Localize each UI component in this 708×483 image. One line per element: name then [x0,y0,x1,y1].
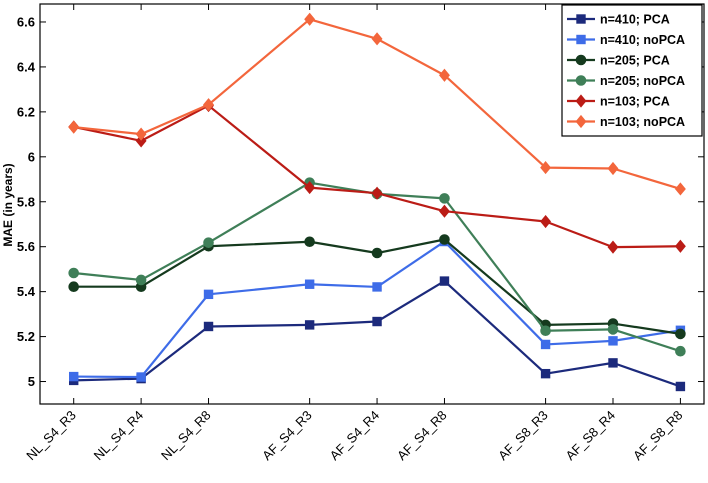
legend-marker [575,114,587,129]
data-point [608,358,618,368]
series-n-410-pca [69,276,686,392]
data-point [540,368,551,379]
data-point [68,267,80,279]
y-axis-title: MAE (in years) [1,163,15,246]
data-point [439,276,450,286]
data-point [439,68,450,82]
data-point [68,281,80,292]
x-tick-label: NL_S4_R3 [23,408,79,464]
data-point [69,371,79,382]
x-tick-label: AF_S4_R3 [259,408,315,464]
x-tick-label: AF_S4_R8 [394,408,450,464]
y-tick-label: 6.6 [17,14,35,29]
legend-item: n=205; noPCA [567,74,685,88]
legend-item: n=410; PCA [567,13,670,27]
legend-box [561,4,703,137]
legend-item: n=410; noPCA [567,33,685,47]
data-point [203,321,214,332]
data-point [674,182,686,196]
x-tick-label: AF_S4_R4 [327,408,383,464]
data-point [135,274,147,286]
legend-label: n=103; noPCA [600,115,685,129]
data-point [304,279,315,289]
data-point [607,240,619,254]
data-point [135,127,147,141]
data-point [304,181,316,195]
y-tick-label: 5.6 [17,239,35,254]
data-point [304,236,315,248]
y-tick-label: 5 [28,374,35,389]
y-tick-label: 6 [28,149,35,164]
legend-marker [575,54,587,66]
data-point [304,320,315,330]
x-tick-label: AF_S8_R8 [630,408,686,464]
data-point [136,372,146,382]
y-tick-label: 5.4 [17,284,36,299]
data-point [372,282,382,292]
data-point [203,289,214,300]
y-tick-label: 5.2 [17,329,35,344]
x-tick-label: AF_S8_R4 [563,408,619,464]
legend-item: n=103; noPCA [567,114,685,129]
data-point [439,193,450,204]
x-tick-label: AF_S8_R3 [495,408,551,464]
legend: n=410; PCA n=410; noPCA n=205; PCA n=205; n… [561,4,703,137]
data-point [371,247,383,259]
legend-label: n=205; PCA [600,54,670,68]
data-point [439,234,450,245]
plot-frame [39,3,705,405]
legend-label: n=103; PCA [600,95,670,109]
data-point [675,345,686,357]
data-point [608,336,618,346]
data-point [203,237,214,248]
legend-marker [576,14,586,24]
data-point [540,325,551,337]
data-point [675,328,686,340]
data-point [607,161,619,176]
x-tick-label: NL_S4_R8 [158,408,214,464]
y-tick-label: 6.4 [17,59,36,74]
data-point [674,239,686,253]
data-point [68,120,80,134]
legend-label: n=410; PCA [600,13,670,27]
data-point [540,161,552,175]
series-n-410-nopca [69,236,686,382]
data-point [372,316,382,327]
legend-label: n=410; noPCA [600,33,685,47]
data-point [540,214,552,229]
series-n-103-nopca [68,12,686,196]
legend-marker [576,34,586,45]
legend-label: n=205; noPCA [600,74,685,88]
data-point [371,186,383,200]
series-line [73,240,681,379]
x-tick-label: NL_S4_R4 [91,408,147,464]
legend-item: n=205; PCA [567,54,670,68]
data-point [675,381,686,392]
data-point [304,12,316,26]
legend-item: n=103; PCA [567,94,670,109]
y-tick-label: 5.8 [17,194,35,209]
legend-marker [575,94,587,108]
data-point [540,339,551,350]
data-point [607,324,619,335]
y-tick-label: 6.2 [17,104,35,119]
data-point [371,32,383,46]
data-point [439,204,450,218]
legend-marker [575,75,587,86]
data-point [203,98,214,112]
data-point [135,134,147,148]
series-n-205-nopca [68,177,686,357]
series-line [73,279,681,388]
